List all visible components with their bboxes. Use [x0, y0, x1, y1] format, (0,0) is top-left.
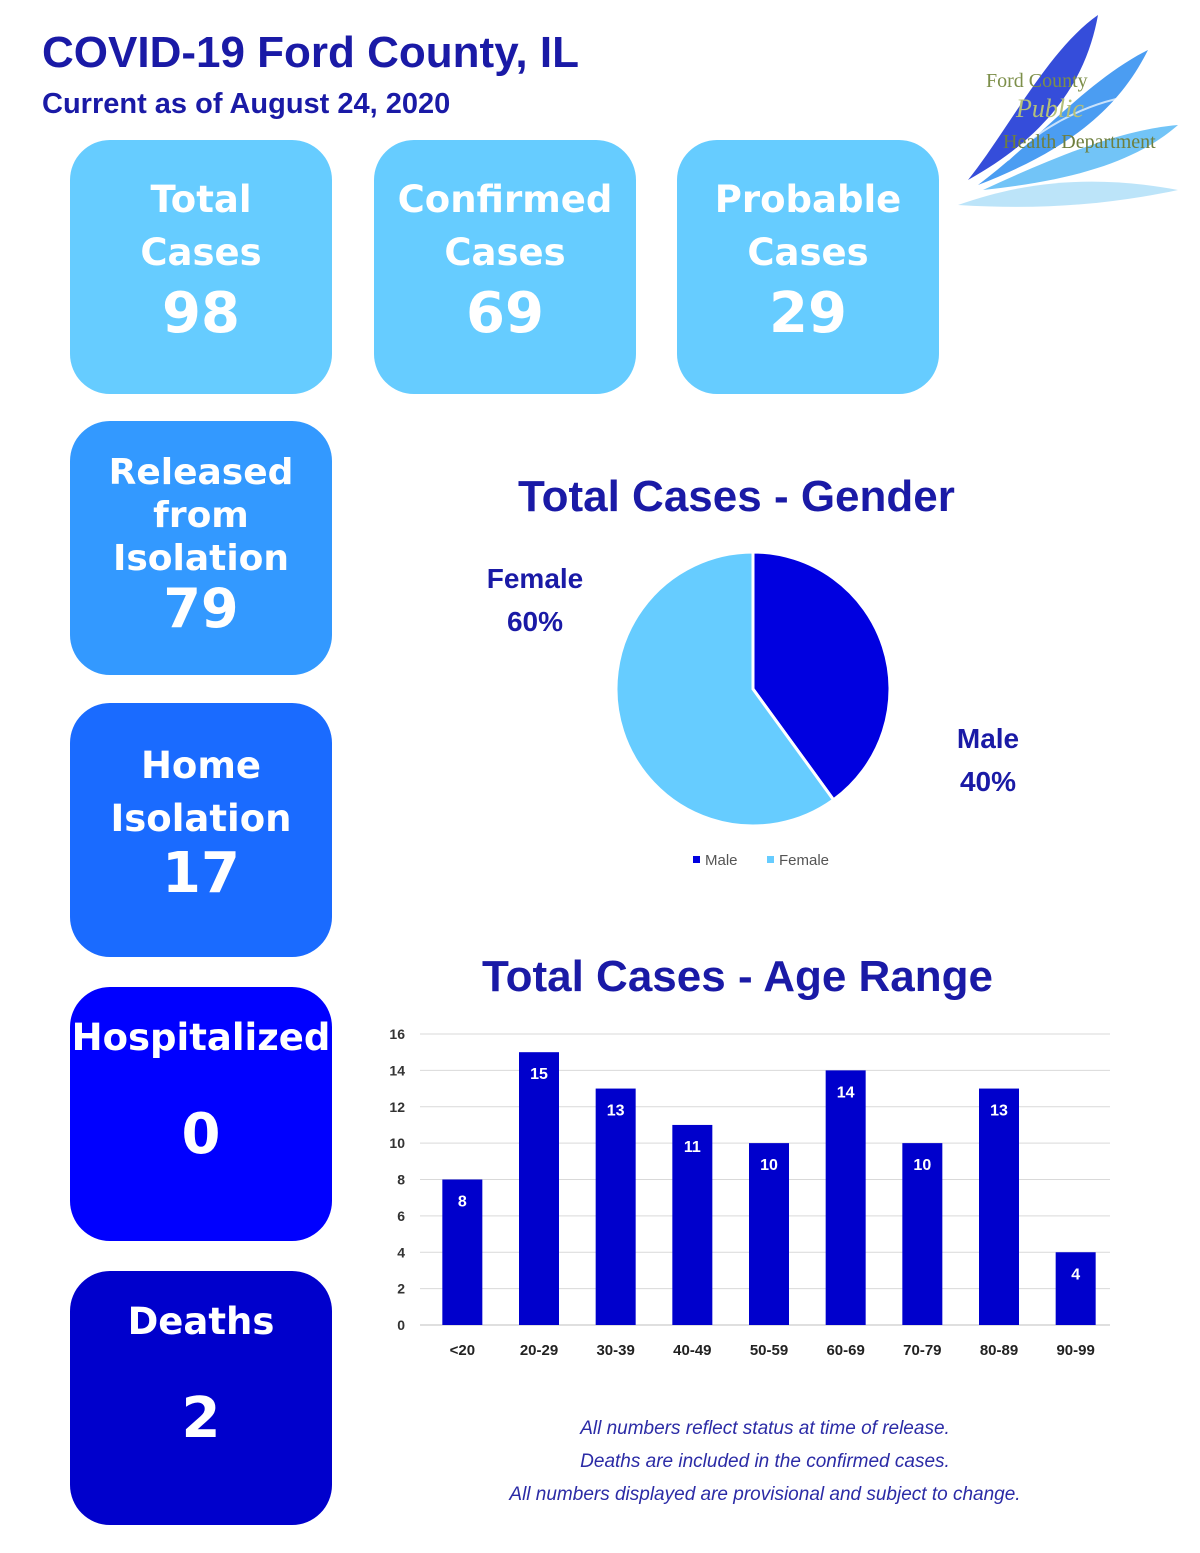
bar-value-label: 8: [458, 1194, 467, 1211]
bar-70-79: [902, 1143, 943, 1325]
x-tick-label: 70-79: [903, 1342, 941, 1359]
x-tick-label: 30-39: [596, 1342, 634, 1359]
footnote-1: All numbers reflect status at time of re…: [580, 1418, 950, 1439]
pie-slice-female: [614, 550, 836, 828]
x-tick-label: 50-59: [750, 1342, 788, 1359]
probable-cases-label-1: Probable: [714, 178, 902, 221]
confirmed-cases-value: 69: [466, 281, 544, 346]
logo-text-line3: Health Department: [1003, 131, 1156, 153]
probable-cases-value: 29: [769, 281, 847, 346]
y-tick-label: 8: [397, 1172, 405, 1188]
y-tick-label: 6: [397, 1208, 405, 1224]
bar-60-69: [825, 1070, 866, 1325]
deaths-label: Deaths: [127, 1300, 275, 1343]
released-label-2: from: [153, 495, 249, 536]
logo-text-line2: Public: [1016, 94, 1084, 123]
bar-80-89: [979, 1088, 1019, 1325]
bar-30-39: [595, 1088, 636, 1325]
pie-pct-female: 60%: [507, 606, 563, 637]
bar-90-99: [1055, 1252, 1096, 1325]
pie-label-female: Female: [487, 563, 584, 594]
bar-value-label: 4: [1071, 1266, 1080, 1283]
total-cases-card: Total Cases 98: [70, 140, 332, 394]
hospitalized-label: Hospitalized: [71, 1016, 331, 1059]
total-cases-value: 98: [162, 281, 240, 346]
home-isolation-label-1: Home: [140, 744, 262, 787]
feather-logo-icon: [958, 15, 1178, 207]
hospitalized-value: 0: [181, 1102, 221, 1167]
age-chart-title: Total Cases - Age Range: [482, 952, 994, 1001]
age-bar-chart: 0 2 4 6 8 10 12 14 16 8 <20 15 20-29 13 30-39 11 40-49 10…: [389, 1026, 1110, 1359]
page-subtitle: Current as of August 24, 2020: [42, 88, 451, 120]
x-tick-label: <20: [450, 1342, 475, 1359]
confirmed-cases-card: Confirmed Cases 69: [374, 140, 636, 394]
probable-cases-label-2: Cases: [747, 231, 869, 274]
x-tick-label: 60-69: [826, 1342, 864, 1359]
pie-slice-male: [751, 550, 892, 802]
released-from-isolation-card: Released from Isolation 79: [70, 421, 332, 675]
gender-chart-title: Total Cases - Gender: [518, 472, 955, 521]
y-tick-label: 10: [389, 1135, 405, 1151]
logo-text-line1: Ford County: [986, 70, 1088, 92]
y-tick-label: 2: [397, 1281, 405, 1297]
y-tick-label: 4: [397, 1244, 405, 1260]
bar-20-29: [519, 1052, 559, 1325]
bar-value-label: 15: [530, 1066, 548, 1083]
home-isolation-card: Home Isolation 17: [70, 703, 332, 957]
footnotes: All numbers reflect status at time of re…: [455, 1412, 1075, 1511]
x-tick-label: 80-89: [980, 1342, 1018, 1359]
pie-pct-male: 40%: [960, 766, 1016, 797]
bar-value-label: 10: [913, 1157, 931, 1174]
y-tick-label: 0: [397, 1317, 405, 1333]
footnote-2: Deaths are included in the confirmed cas…: [580, 1451, 950, 1472]
released-label-1: Released: [108, 452, 294, 493]
legend-label-female: Female: [779, 852, 829, 869]
pie-label-male: Male: [957, 723, 1019, 754]
bar-value-label: 13: [607, 1103, 625, 1120]
x-tick-label: 40-49: [673, 1342, 711, 1359]
confirmed-cases-label-2: Cases: [444, 231, 566, 274]
bar-50-59: [749, 1143, 789, 1325]
home-isolation-label-2: Isolation: [110, 797, 292, 840]
released-value: 79: [163, 577, 239, 640]
x-tick-label: 90-99: [1056, 1342, 1094, 1359]
bar-40-49: [672, 1124, 713, 1325]
x-tick-label: 20-29: [520, 1342, 558, 1359]
total-cases-label-2: Cases: [140, 231, 262, 274]
total-cases-label-1: Total: [150, 178, 252, 221]
bar-value-label: 13: [990, 1103, 1008, 1120]
footnote-3: All numbers displayed are provisional an…: [509, 1484, 1021, 1505]
bar-value-label: 14: [837, 1084, 855, 1101]
legend-swatch-female: [767, 856, 774, 863]
confirmed-cases-label-1: Confirmed: [397, 178, 613, 221]
y-tick-label: 16: [389, 1026, 405, 1042]
deaths-value: 2: [181, 1386, 221, 1451]
gender-pie-chart: Male 40% Female 60% Male Female: [487, 550, 1019, 869]
legend-swatch-male: [693, 856, 700, 863]
y-tick-label: 14: [389, 1062, 405, 1078]
bar-value-label: 11: [684, 1139, 701, 1156]
home-isolation-value: 17: [162, 841, 240, 906]
health-department-logo: Ford County Public Health Department: [948, 10, 1188, 210]
page-title: COVID-19 Ford County, IL: [42, 28, 579, 77]
bar-<20: [442, 1179, 483, 1325]
deaths-card: Deaths 2: [70, 1271, 332, 1525]
y-tick-label: 12: [389, 1099, 405, 1115]
released-label-3: Isolation: [112, 538, 290, 579]
hospitalized-card: Hospitalized 0: [70, 987, 332, 1241]
legend-label-male: Male: [705, 852, 738, 869]
bar-value-label: 10: [760, 1157, 778, 1174]
probable-cases-card: Probable Cases 29: [677, 140, 939, 394]
